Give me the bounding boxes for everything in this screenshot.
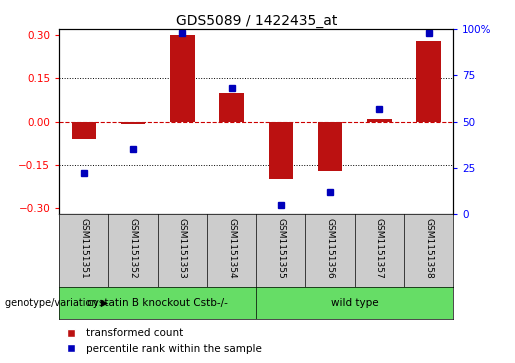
Bar [121, 122, 145, 125]
Title: GDS5089 / 1422435_at: GDS5089 / 1422435_at [176, 14, 337, 28]
Bar [416, 41, 441, 122]
Legend: transformed count, percentile rank within the sample: transformed count, percentile rank withi… [57, 324, 266, 358]
Text: wild type: wild type [331, 298, 379, 308]
Text: genotype/variation ▶: genotype/variation ▶ [5, 298, 108, 308]
Text: cystatin B knockout Cstb-/-: cystatin B knockout Cstb-/- [87, 298, 228, 308]
Bar [72, 122, 96, 139]
Bar [367, 119, 391, 122]
Text: GSM1151353: GSM1151353 [178, 218, 187, 278]
Text: GSM1151351: GSM1151351 [79, 218, 89, 278]
Text: GSM1151355: GSM1151355 [277, 218, 285, 278]
Bar [318, 122, 342, 171]
Text: GSM1151357: GSM1151357 [375, 218, 384, 278]
Bar [59, 287, 256, 319]
Text: GSM1151358: GSM1151358 [424, 218, 433, 278]
Text: GSM1151352: GSM1151352 [129, 218, 138, 278]
Text: GSM1151356: GSM1151356 [325, 218, 335, 278]
Bar [219, 93, 244, 122]
Bar [170, 35, 195, 122]
Bar [268, 122, 293, 179]
Bar [256, 287, 453, 319]
Text: GSM1151354: GSM1151354 [227, 218, 236, 278]
